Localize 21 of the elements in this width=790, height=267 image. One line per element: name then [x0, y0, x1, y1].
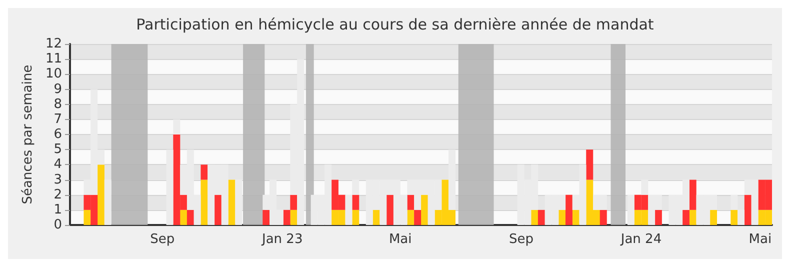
y-tick-label: 1: [54, 202, 62, 218]
y-tick-label: 4: [54, 157, 62, 172]
y-tick-label: 12: [45, 36, 62, 52]
y-tick-label: 0: [54, 218, 62, 232]
chart-title: Participation en hémicycle au cours de sa dernière année de mandat: [136, 16, 654, 34]
y-tick-label: 9: [54, 82, 62, 97]
x-tick-label: Jan 23: [261, 232, 303, 247]
y-tick-label: 6: [54, 127, 62, 142]
y-tick-label: 11: [45, 52, 62, 67]
x-tick-label: Mai: [388, 232, 412, 247]
y-tick-label: 5: [54, 142, 62, 158]
y-tick-label: 8: [54, 96, 62, 112]
y-tick-label: 10: [45, 66, 62, 82]
y-tick-label: 2: [54, 187, 62, 202]
x-tick-label: Jan 24: [620, 232, 662, 247]
y-tick-label: 7: [54, 112, 62, 127]
x-tick-label: Sep: [150, 232, 175, 247]
x-tick-label: Sep: [509, 232, 534, 247]
x-tick-label: Mai: [748, 232, 772, 247]
y-tick-label: 3: [54, 172, 62, 188]
y-axis-title: Séances par semaine: [20, 64, 36, 204]
